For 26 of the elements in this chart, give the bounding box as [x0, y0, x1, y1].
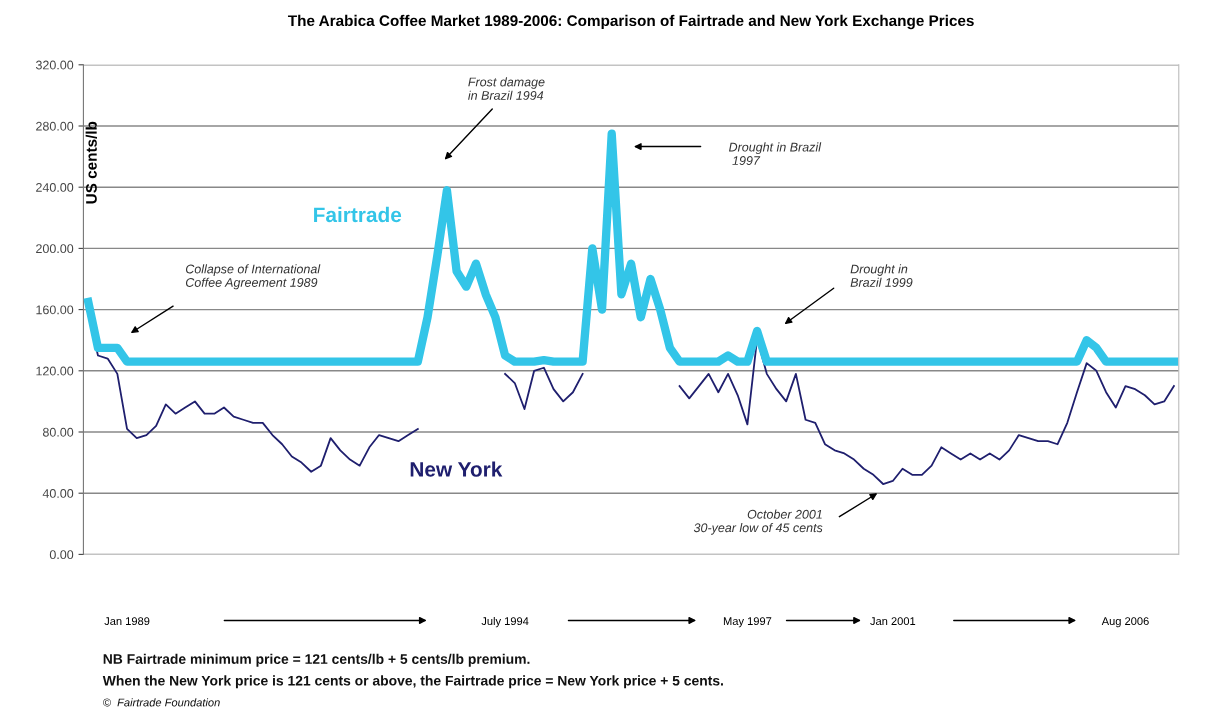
chart-title: The Arabica Coffee Market 1989-2006: Comparison of Fairtrade and New York Exchange Prices	[287, 14, 974, 30]
x-tick-label: Jan 1989	[104, 617, 150, 626]
y-tick-label: 160.00	[36, 305, 74, 315]
y-tick-label: 320.00	[35, 60, 74, 70]
annotation: Frost damage in Brazil 1994	[468, 77, 545, 100]
y-tick-label: 80.00	[42, 427, 74, 437]
annotation: Collapse of International Coffee Agreement 1989	[185, 264, 321, 290]
y-axis-title: US cents/lb	[85, 121, 97, 204]
text: When the New York price is 121 cents or above, the Fairtrade price = New York price + 5 cents.	[102, 675, 723, 689]
text: © Fairtrade Foundation	[103, 698, 220, 707]
annotation: Drought in Brazil 1999	[850, 264, 913, 287]
x-tick-label: Aug 2006	[1101, 617, 1149, 628]
series-label: New York	[410, 461, 503, 477]
y-tick-label: 120.00	[36, 366, 74, 376]
y-tick-label: 200.00	[36, 244, 74, 254]
annotation: Drought in Brazil 1997	[728, 142, 822, 165]
x-tick-label: Jan 2001	[870, 617, 916, 626]
series-label: Fairtrade	[314, 206, 402, 223]
x-tick-label: May 1997	[723, 617, 772, 628]
y-tick-label: 280.00	[36, 121, 74, 131]
x-tick-label: July 1994	[481, 616, 529, 628]
y-tick-label: 240.00	[36, 183, 74, 192]
y-tick-label: 0.00	[49, 550, 74, 560]
text: NB Fairtrade minimum price = 121 cents/lb + 5 cents/lb premium.	[103, 653, 530, 667]
y-tick-label: 40.00	[42, 489, 74, 498]
annotation: October 2001 30-year low of 45 cents	[693, 509, 823, 535]
